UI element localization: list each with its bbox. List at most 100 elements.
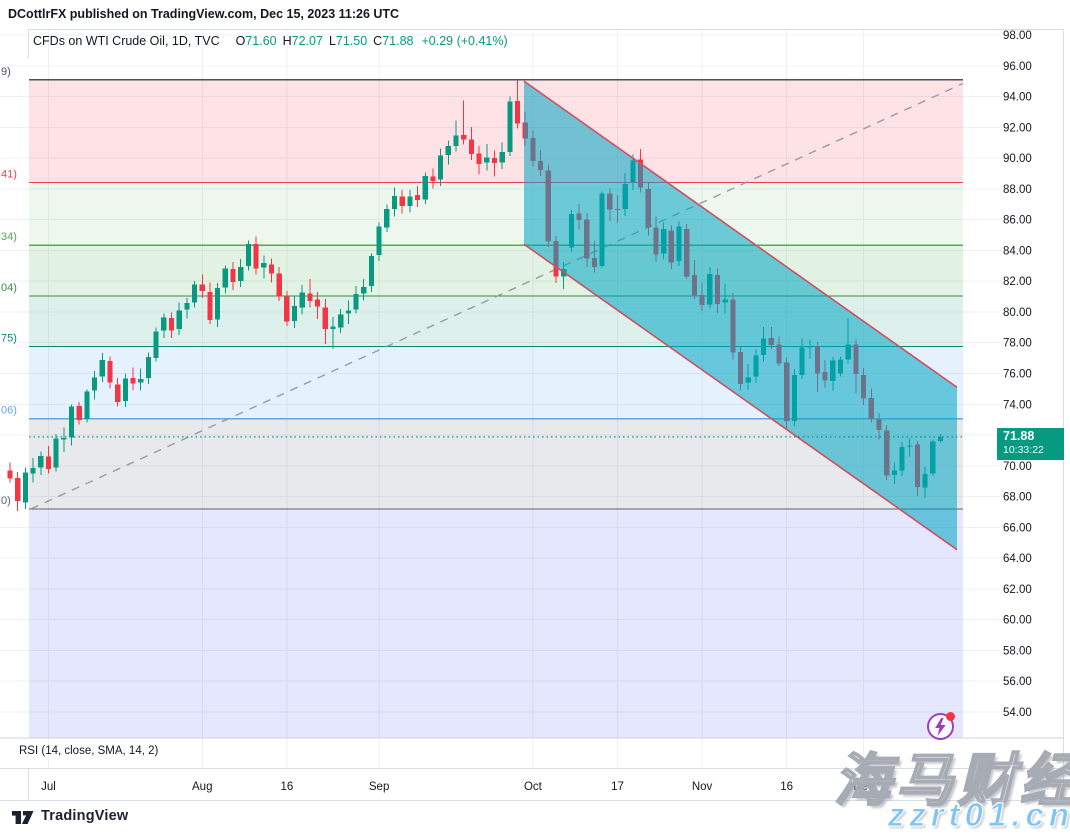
close-label: C [373,34,383,48]
time-axis[interactable] [0,769,965,801]
candle-body [330,326,336,329]
zone-band [29,508,963,739]
last-price-badge: 71.88 10:33:22 [997,428,1064,460]
price-tick-label: 80.00 [1003,307,1032,319]
tradingview-logo[interactable]: TradingView [11,806,128,826]
candle-body [161,317,167,331]
candle-body [45,456,52,470]
price-tick-label: 56.00 [1003,676,1032,688]
price-tick-label: 64.00 [1003,553,1032,565]
price-tick-label: 68.00 [1003,492,1032,504]
candle-body [445,146,451,156]
candle-body [238,267,244,282]
time-tick-label: 16 [280,781,293,793]
candle-body [284,296,290,322]
candle-body [422,175,428,200]
candle-body [276,273,282,297]
candle-body [76,405,82,420]
candle-body [145,357,152,379]
candle-body [338,314,344,328]
candle-body [153,331,159,359]
candle-body [361,286,367,294]
time-tick-label: Sep [369,781,389,793]
candle-body [38,455,44,468]
candle-body [207,291,213,320]
price-tick-label: 74.00 [1003,399,1032,411]
channel-lower-line [523,243,958,551]
candle-body [122,378,128,402]
candle-body [514,101,521,124]
candle-body [61,438,67,440]
candle-body [7,470,13,479]
zone-cut-label: 0) [1,495,11,507]
price-tick-label: 78.00 [1003,338,1032,350]
rsi-legend: RSI (14, close, SMA, 14, 2) [19,745,159,757]
candle-body [53,438,59,468]
price-tick-label: 86.00 [1003,215,1032,227]
time-tick-label: 16 [780,781,793,793]
candle-body [299,292,305,308]
symbol-title: CFDs on WTI Crude Oil, 1D, TVC [33,34,220,48]
price-tick-label: 62.00 [1003,584,1032,596]
candle-body [91,377,98,391]
last-price-value: 71.88 [1003,429,1035,443]
low-label: L [328,34,336,48]
candle-body [107,361,113,383]
candle-body [391,195,398,209]
candle-body [191,284,198,303]
candle-body [291,305,298,322]
change-value: +0.29 (+0.41%) [421,34,508,48]
candle-body [199,284,205,291]
flash-icon[interactable] [927,712,955,740]
zone-cut-label: 04) [1,282,17,294]
price-tick-label: 98.00 [1003,30,1032,42]
candle-body [222,268,228,288]
price-tick-label: 92.00 [1003,122,1032,134]
time-tick-label: Dec [853,781,874,793]
price-tick-label: 82.00 [1003,276,1032,288]
candle-body [22,472,28,503]
candle-body [384,209,390,228]
candle-body [307,293,313,301]
notification-dot [946,712,955,721]
zone-cut-label: 06) [1,405,17,417]
candle-body [15,478,21,502]
price-tick-label: 96.00 [1003,61,1032,73]
price-tick-label: 88.00 [1003,184,1032,196]
price-tick-label: 58.00 [1003,645,1032,657]
candle-body [230,268,236,283]
time-tick-label: Oct [524,781,543,793]
open-value: 71.60 [245,34,277,48]
watermark-url: zzrt01.cn [887,796,1070,834]
zone-cut-label: 41) [1,169,17,181]
bar-countdown: 10:33:22 [1003,444,1044,456]
low-value: 71.50 [335,34,368,48]
price-tick-label: 60.00 [1003,615,1032,627]
candle-body [138,379,144,383]
candle-body [168,318,175,331]
candle-body [315,299,321,307]
time-tick-label: Jul [41,781,56,793]
zone-band [29,182,963,246]
time-tick-label: Nov [692,781,713,793]
candle-body [130,378,136,384]
zone-band [29,79,963,183]
symbol-legend: CFDs on WTI Crude Oil, 1D, TVC O71.60 H72.… [33,34,508,52]
tv-logo-icon [12,810,34,824]
candle-body [484,157,490,163]
candle-body [507,101,513,152]
price-axis[interactable] [965,30,1070,768]
candle-body [353,294,359,310]
zone-cut-label: 34) [1,231,17,243]
candle-body [468,139,474,154]
price-tick-label: 54.00 [1003,707,1032,719]
high-value: 72.07 [291,34,323,48]
candle-body [115,384,121,402]
high-label: H [282,34,292,48]
candle-body [414,195,421,200]
candle-body [491,158,498,164]
candle-body [438,155,444,180]
candle-body [253,244,259,269]
candle-body [176,310,182,329]
